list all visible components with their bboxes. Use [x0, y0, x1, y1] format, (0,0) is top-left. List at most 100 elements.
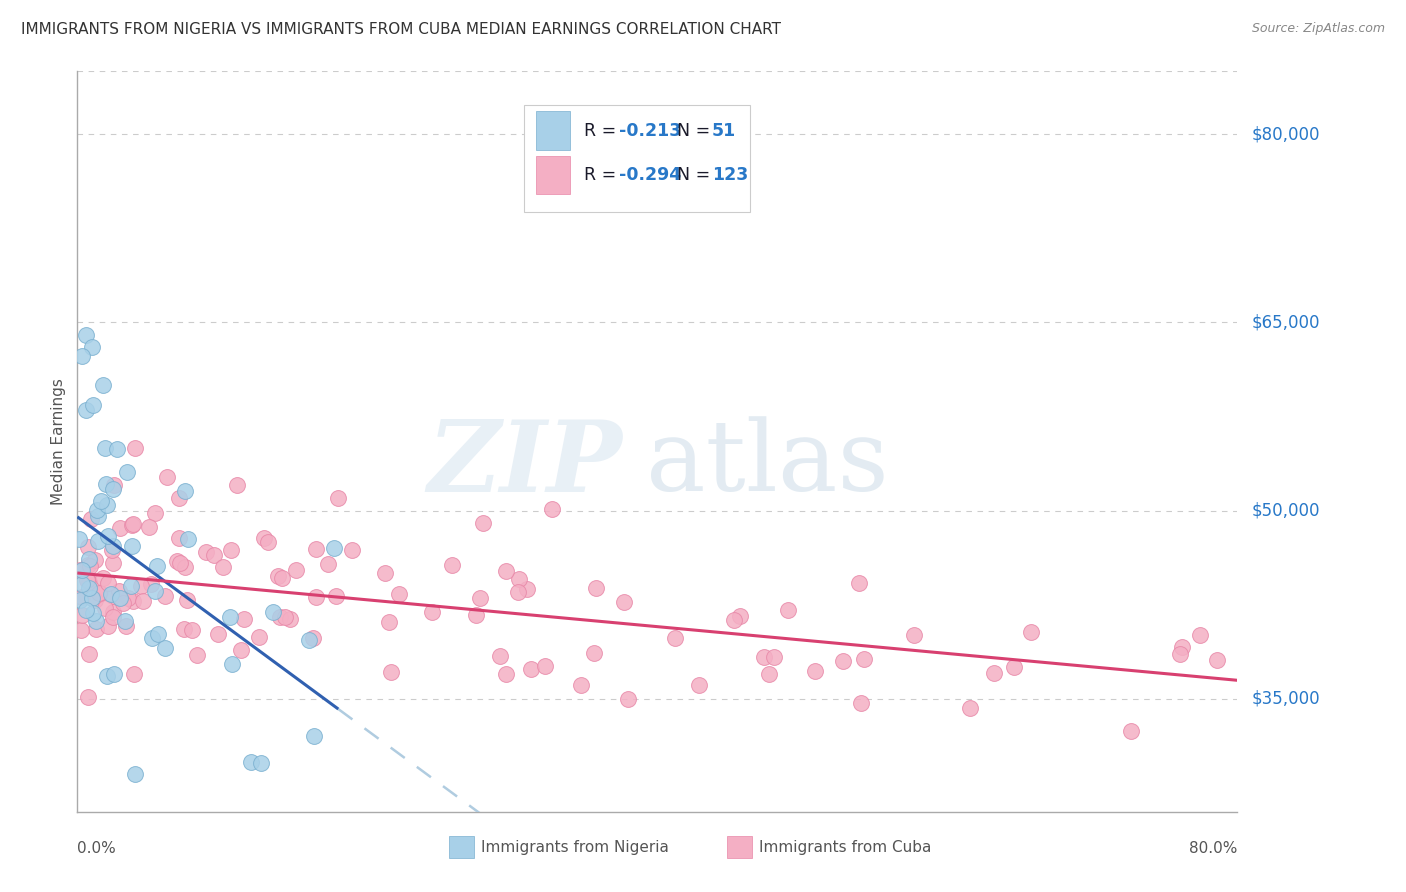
Point	[153, 641, 176, 656]
Point	[84, 553, 107, 567]
Point	[101, 589, 124, 603]
Point	[82, 606, 104, 620]
Point	[495, 564, 517, 578]
Point	[495, 666, 517, 681]
Point	[120, 579, 142, 593]
Point	[520, 662, 543, 676]
Point	[139, 577, 162, 591]
Point	[763, 650, 786, 665]
Point	[76, 603, 98, 617]
Point	[101, 542, 124, 557]
Point	[285, 563, 308, 577]
Point	[903, 628, 925, 642]
Point	[108, 584, 131, 599]
Point	[617, 691, 640, 706]
Point	[305, 590, 328, 604]
Point	[378, 615, 401, 630]
Text: $80,000: $80,000	[1251, 125, 1320, 143]
Point	[117, 591, 139, 605]
Point	[225, 478, 247, 492]
Point	[585, 581, 607, 595]
Point	[82, 398, 104, 412]
Point	[167, 531, 190, 545]
Text: R =: R =	[585, 166, 621, 184]
Point	[174, 560, 197, 574]
Point	[143, 506, 166, 520]
Point	[114, 614, 136, 628]
Point	[664, 631, 686, 645]
Point	[233, 611, 256, 625]
Point	[229, 643, 252, 657]
Point	[108, 591, 131, 606]
Text: 80.0%: 80.0%	[1189, 841, 1237, 856]
Point	[103, 539, 125, 553]
Point	[108, 521, 131, 535]
Point	[752, 649, 775, 664]
Point	[194, 545, 217, 559]
Point	[374, 566, 396, 580]
Point	[849, 696, 872, 710]
Point	[804, 665, 827, 679]
Point	[778, 603, 800, 617]
Point	[304, 729, 326, 743]
Point	[262, 605, 284, 619]
Point	[70, 563, 93, 577]
Point	[96, 669, 118, 683]
Point	[240, 755, 263, 769]
Point	[67, 533, 90, 547]
Point	[176, 593, 198, 607]
Text: 0.0%: 0.0%	[77, 841, 117, 856]
Point	[141, 631, 163, 645]
Point	[80, 591, 103, 605]
Point	[155, 470, 177, 484]
Point	[77, 552, 100, 566]
Point	[89, 586, 111, 600]
Point	[77, 574, 100, 589]
Text: N =: N =	[678, 166, 716, 184]
Point	[488, 649, 510, 664]
Text: Source: ZipAtlas.com: Source: ZipAtlas.com	[1251, 22, 1385, 36]
Point	[77, 581, 100, 595]
Text: $35,000: $35,000	[1251, 690, 1320, 707]
Point	[77, 540, 100, 554]
Point	[146, 627, 169, 641]
Point	[541, 501, 564, 516]
Point	[76, 574, 98, 588]
Point	[302, 631, 325, 645]
Text: IMMIGRANTS FROM NIGERIA VS IMMIGRANTS FROM CUBA MEDIAN EARNINGS CORRELATION CHAR: IMMIGRANTS FROM NIGERIA VS IMMIGRANTS FR…	[21, 22, 782, 37]
Point	[145, 583, 167, 598]
Point	[256, 535, 278, 549]
Point	[305, 541, 328, 556]
Point	[959, 700, 981, 714]
Text: ZIP: ZIP	[427, 416, 623, 512]
FancyBboxPatch shape	[449, 836, 474, 858]
Point	[582, 646, 605, 660]
Point	[318, 558, 340, 572]
Point	[274, 610, 297, 624]
FancyBboxPatch shape	[536, 156, 571, 194]
Point	[153, 589, 176, 603]
Point	[508, 584, 530, 599]
Point	[1002, 659, 1025, 673]
Point	[80, 340, 103, 354]
Point	[186, 648, 208, 663]
Point	[1119, 724, 1142, 739]
Point	[569, 678, 592, 692]
Point	[87, 533, 110, 548]
Point	[76, 558, 98, 573]
Point	[269, 609, 291, 624]
Point	[758, 667, 780, 681]
Point	[508, 572, 530, 586]
Point	[138, 520, 160, 534]
Point	[75, 327, 97, 342]
Point	[388, 587, 411, 601]
Point	[76, 690, 98, 705]
Point	[103, 605, 125, 619]
Point	[97, 529, 120, 543]
Point	[70, 577, 93, 591]
Point	[221, 657, 243, 671]
Text: -0.213: -0.213	[619, 121, 682, 139]
Point	[97, 619, 120, 633]
Point	[100, 586, 122, 600]
Point	[211, 560, 233, 574]
